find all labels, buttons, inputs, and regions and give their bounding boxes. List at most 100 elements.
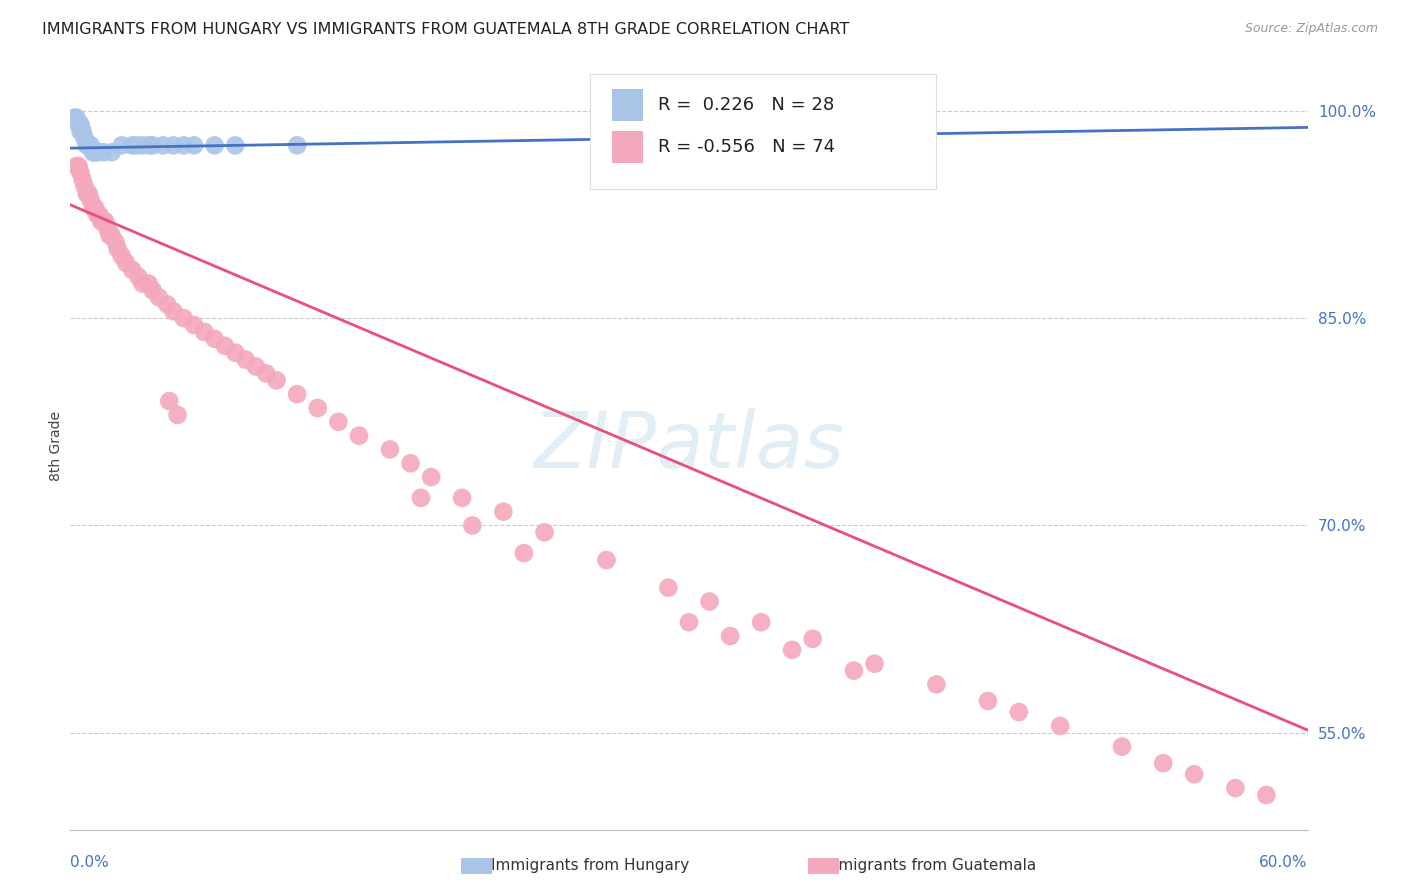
Point <box>780 643 803 657</box>
Point <box>100 228 122 243</box>
Point <box>157 394 180 409</box>
Point <box>111 138 134 153</box>
Point <box>115 256 138 270</box>
Point <box>131 138 153 153</box>
Text: ZIPatlas: ZIPatlas <box>533 408 845 484</box>
Point <box>378 442 401 457</box>
Point <box>69 124 91 138</box>
Point <box>173 311 195 326</box>
Point <box>699 594 721 608</box>
Text: R = -0.556   N = 74: R = -0.556 N = 74 <box>658 138 835 156</box>
Point <box>657 581 679 595</box>
Point <box>69 118 91 132</box>
Point <box>224 138 246 153</box>
Point <box>91 214 114 228</box>
Point <box>82 145 104 160</box>
Point <box>72 173 94 187</box>
Point <box>65 111 87 125</box>
Point <box>925 677 948 691</box>
Point <box>73 179 96 194</box>
Point <box>125 138 148 153</box>
Point <box>183 138 205 153</box>
Point <box>678 615 700 630</box>
Point <box>127 269 149 284</box>
Point <box>842 664 865 678</box>
Point <box>76 186 98 201</box>
Point <box>1256 788 1278 802</box>
Point <box>1182 767 1205 781</box>
Point <box>77 138 100 153</box>
Point <box>138 138 160 153</box>
Point <box>77 186 100 201</box>
Point <box>82 201 104 215</box>
Point <box>76 138 98 153</box>
Point <box>80 138 103 153</box>
Point <box>84 201 107 215</box>
Text: IMMIGRANTS FROM HUNGARY VS IMMIGRANTS FROM GUATEMALA 8TH GRADE CORRELATION CHART: IMMIGRANTS FROM HUNGARY VS IMMIGRANTS FR… <box>42 22 849 37</box>
Point <box>420 470 443 484</box>
Point <box>90 214 112 228</box>
Point <box>107 242 129 256</box>
Point <box>162 138 184 153</box>
Point <box>204 138 226 153</box>
Point <box>214 339 236 353</box>
Point <box>451 491 474 505</box>
Point <box>285 138 308 153</box>
Text: Source: ZipAtlas.com: Source: ZipAtlas.com <box>1244 22 1378 36</box>
Point <box>156 297 179 311</box>
Point <box>80 194 103 208</box>
Point <box>1152 756 1174 771</box>
Text: Immigrants from Guatemala: Immigrants from Guatemala <box>820 858 1036 872</box>
Point <box>718 629 741 643</box>
Point <box>142 284 165 298</box>
Point <box>1225 781 1247 796</box>
Point <box>65 159 87 173</box>
Point <box>1111 739 1133 754</box>
Text: 0.0%: 0.0% <box>70 855 110 870</box>
Point <box>863 657 886 671</box>
Point <box>266 373 288 387</box>
Point <box>100 145 122 160</box>
Point <box>111 249 134 263</box>
Point <box>1049 719 1071 733</box>
Text: 60.0%: 60.0% <box>1260 855 1308 870</box>
Point <box>235 352 257 367</box>
Point <box>224 345 246 359</box>
Point <box>173 138 195 153</box>
Point <box>328 415 350 429</box>
Point <box>69 166 91 180</box>
Point <box>409 491 432 505</box>
Point <box>347 428 370 442</box>
Point <box>63 111 86 125</box>
Point <box>131 277 153 291</box>
FancyBboxPatch shape <box>612 88 643 120</box>
Point <box>89 207 111 221</box>
Point <box>67 118 90 132</box>
Point <box>98 228 121 243</box>
Point <box>533 525 555 540</box>
Point <box>148 290 170 304</box>
Point <box>142 138 165 153</box>
Point <box>152 138 174 153</box>
Point <box>513 546 536 560</box>
Point <box>121 262 143 277</box>
Point <box>84 145 107 160</box>
Point <box>285 387 308 401</box>
Point <box>138 277 160 291</box>
FancyBboxPatch shape <box>591 74 936 189</box>
Point <box>94 214 117 228</box>
Point <box>73 131 96 145</box>
Point <box>96 221 118 235</box>
Point <box>193 325 215 339</box>
Text: R =  0.226   N = 28: R = 0.226 N = 28 <box>658 95 834 113</box>
Text: Immigrants from Hungary: Immigrants from Hungary <box>491 858 690 872</box>
Point <box>166 408 188 422</box>
Point <box>86 145 108 160</box>
Point <box>307 401 329 415</box>
Point <box>492 505 515 519</box>
Point <box>91 145 114 160</box>
Point <box>104 235 127 249</box>
Point <box>67 159 90 173</box>
Point <box>121 138 143 153</box>
Point <box>801 632 824 646</box>
